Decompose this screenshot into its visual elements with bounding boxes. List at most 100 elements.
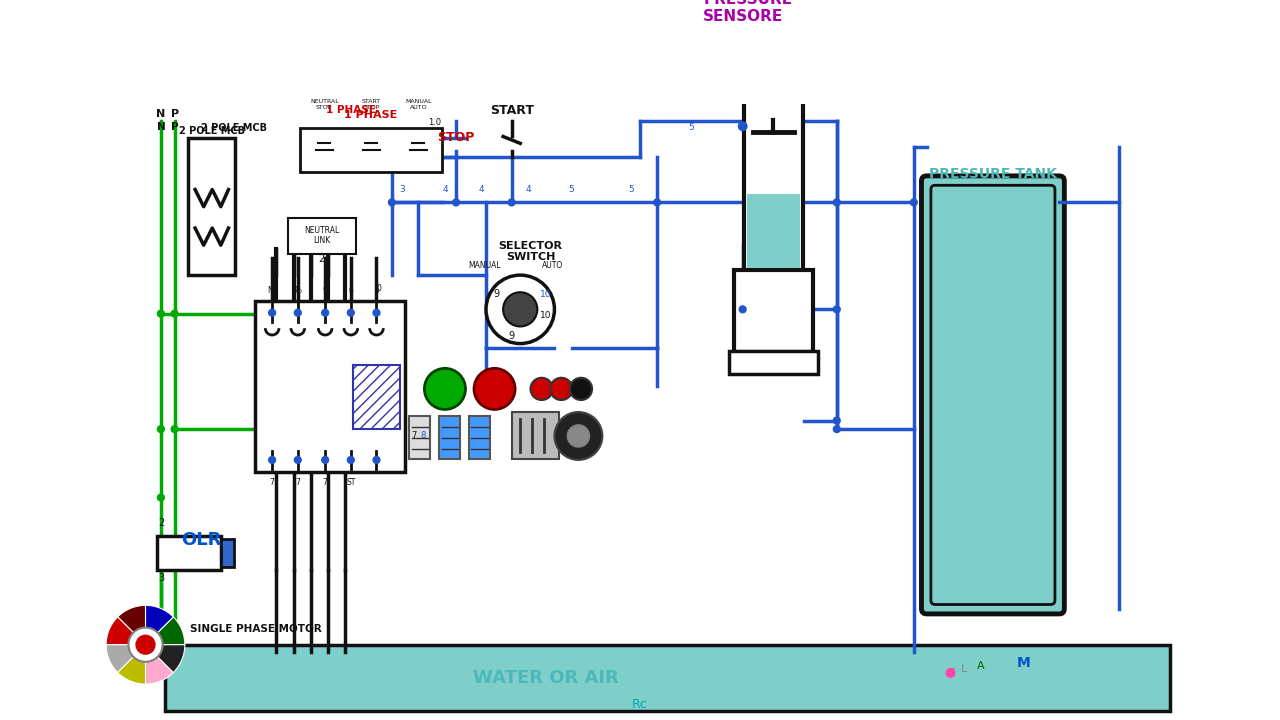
Circle shape	[294, 456, 301, 464]
Text: 7: 7	[412, 431, 417, 440]
Circle shape	[474, 369, 515, 410]
Circle shape	[172, 310, 178, 317]
Text: START
STOP: START STOP	[362, 99, 381, 110]
Text: MANUAL: MANUAL	[468, 261, 500, 270]
Text: ST: ST	[346, 477, 356, 487]
Text: 0: 0	[376, 284, 381, 292]
Circle shape	[946, 669, 955, 678]
Bar	[410, 416, 430, 459]
Text: OLR: OLR	[182, 531, 221, 549]
Text: 7: 7	[323, 477, 328, 487]
Circle shape	[740, 306, 746, 312]
Circle shape	[294, 310, 301, 316]
Circle shape	[486, 275, 554, 343]
Wedge shape	[118, 644, 146, 684]
Text: NEUTRAL
LINK: NEUTRAL LINK	[305, 226, 339, 246]
Bar	[735, 270, 813, 352]
Circle shape	[269, 456, 275, 464]
Text: WATER OR AIR: WATER OR AIR	[474, 669, 618, 687]
Circle shape	[136, 635, 155, 654]
Bar	[468, 416, 490, 459]
Bar	[353, 365, 401, 429]
Text: N: N	[156, 109, 165, 119]
Text: P: P	[170, 109, 179, 119]
Text: 9: 9	[508, 331, 515, 341]
Wedge shape	[106, 617, 146, 644]
Circle shape	[372, 456, 380, 464]
Text: P: P	[170, 122, 178, 132]
Circle shape	[508, 199, 515, 206]
Wedge shape	[146, 644, 173, 684]
Circle shape	[347, 456, 355, 464]
Circle shape	[530, 378, 553, 400]
Circle shape	[321, 456, 329, 464]
FancyBboxPatch shape	[922, 176, 1065, 614]
Circle shape	[833, 306, 840, 312]
Text: SELECTOR
SWITCH: SELECTOR SWITCH	[498, 240, 562, 262]
Circle shape	[347, 310, 355, 316]
Text: 6: 6	[348, 286, 353, 295]
Circle shape	[157, 310, 164, 317]
Text: 10: 10	[540, 311, 552, 320]
Text: MANUAL
AUTO: MANUAL AUTO	[404, 99, 431, 110]
Text: 5: 5	[568, 185, 575, 194]
Text: PRESSURE
SENSORE: PRESSURE SENSORE	[703, 0, 792, 24]
Circle shape	[800, 87, 809, 96]
Text: 1 PHASE: 1 PHASE	[326, 104, 376, 114]
Bar	[439, 416, 461, 459]
Text: 5: 5	[689, 122, 694, 132]
Bar	[156, 536, 220, 570]
Text: 3: 3	[157, 572, 164, 582]
Circle shape	[550, 378, 572, 400]
Bar	[745, 40, 803, 271]
Text: STOP: STOP	[438, 131, 475, 144]
Text: 2: 2	[319, 254, 325, 264]
Bar	[255, 301, 404, 472]
Text: N₀: N₀	[268, 286, 276, 295]
Text: 10: 10	[540, 289, 552, 299]
Wedge shape	[146, 644, 184, 672]
Text: 2: 2	[157, 518, 164, 528]
Text: 5: 5	[374, 286, 379, 295]
Wedge shape	[118, 606, 146, 644]
Text: 2 POLE MCB: 2 POLE MCB	[179, 127, 244, 136]
Circle shape	[157, 494, 164, 501]
Text: 8: 8	[420, 431, 425, 440]
Wedge shape	[106, 644, 146, 672]
Text: 4: 4	[479, 185, 485, 194]
Circle shape	[739, 122, 748, 130]
Circle shape	[554, 412, 603, 460]
Circle shape	[503, 292, 538, 326]
Bar	[748, 194, 800, 269]
Text: 7: 7	[270, 477, 274, 487]
Text: 3: 3	[399, 185, 404, 194]
Bar	[288, 217, 356, 253]
Circle shape	[833, 199, 840, 206]
Text: 1 PHASE: 1 PHASE	[344, 110, 398, 120]
Bar	[512, 412, 559, 459]
Circle shape	[910, 199, 918, 206]
Text: 7: 7	[296, 477, 301, 487]
Bar	[791, 352, 813, 371]
Text: NEUTRAL
STOP: NEUTRAL STOP	[310, 99, 339, 110]
Text: START: START	[490, 104, 534, 117]
Text: SINGLE PHASE MOTOR: SINGLE PHASE MOTOR	[189, 624, 321, 634]
Bar	[735, 352, 755, 371]
Text: PRESSURE TANK: PRESSURE TANK	[928, 167, 1056, 181]
Text: 9: 9	[323, 286, 328, 295]
Circle shape	[321, 310, 329, 316]
Text: 9: 9	[493, 289, 499, 299]
Text: A: A	[977, 661, 984, 670]
Text: Rc: Rc	[632, 698, 648, 711]
Bar	[301, 128, 442, 173]
Text: N: N	[156, 122, 165, 132]
Circle shape	[269, 310, 275, 316]
Wedge shape	[146, 606, 173, 644]
Bar	[220, 539, 234, 567]
Circle shape	[453, 199, 460, 206]
Circle shape	[567, 425, 590, 447]
Circle shape	[425, 369, 466, 410]
Text: 4: 4	[526, 185, 531, 194]
Text: 2 POLE MCB: 2 POLE MCB	[201, 123, 266, 133]
Text: AUTO: AUTO	[543, 261, 563, 270]
